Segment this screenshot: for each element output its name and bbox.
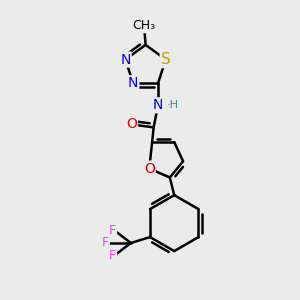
Text: F: F [102, 236, 109, 250]
Text: CH₃: CH₃ [133, 19, 156, 32]
Text: ·H: ·H [167, 100, 179, 110]
Text: O: O [126, 118, 137, 131]
Text: N: N [120, 52, 130, 67]
Text: F: F [109, 224, 116, 237]
Text: F: F [109, 249, 116, 262]
Text: S: S [161, 52, 171, 67]
Text: N: N [128, 76, 138, 90]
Text: N: N [153, 98, 163, 112]
Text: O: O [144, 162, 154, 176]
